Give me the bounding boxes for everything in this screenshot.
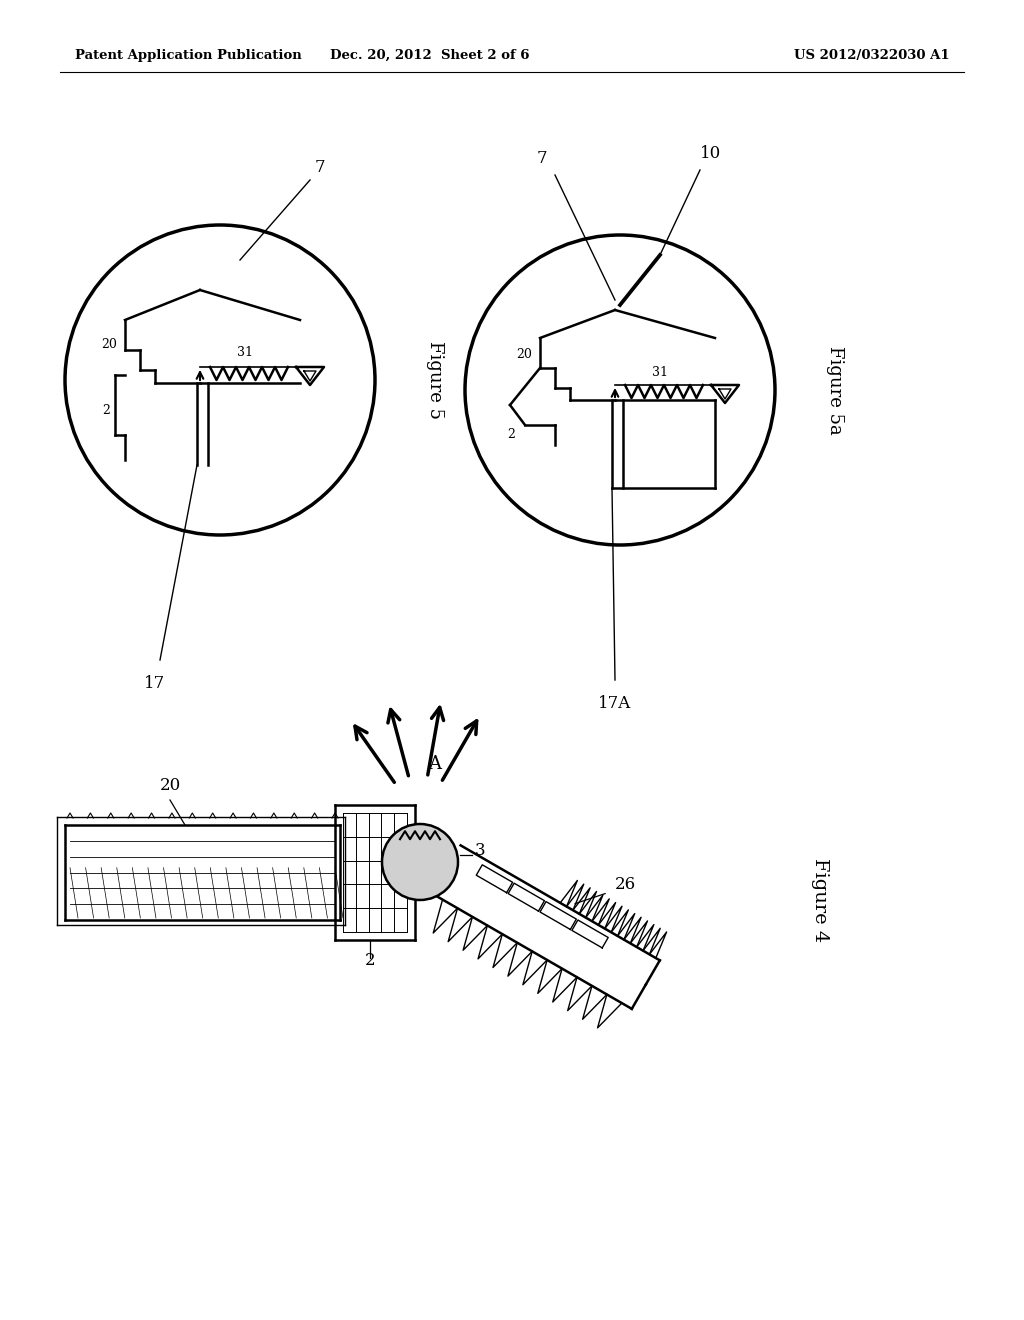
- Text: 20: 20: [160, 777, 180, 795]
- Circle shape: [465, 235, 775, 545]
- Text: Patent Application Publication: Patent Application Publication: [75, 49, 302, 62]
- Text: 2: 2: [507, 429, 515, 441]
- Text: 7: 7: [315, 160, 326, 177]
- Text: 17A: 17A: [598, 696, 632, 711]
- Text: 2: 2: [102, 404, 110, 417]
- Polygon shape: [296, 367, 324, 385]
- Text: 7: 7: [537, 150, 547, 168]
- Circle shape: [382, 824, 458, 900]
- Text: 10: 10: [700, 145, 721, 162]
- Text: 31: 31: [652, 366, 668, 379]
- Polygon shape: [711, 385, 739, 403]
- Text: 20: 20: [101, 338, 117, 351]
- Text: A: A: [428, 755, 441, 774]
- Text: Figure 5: Figure 5: [426, 341, 444, 418]
- Text: 2: 2: [365, 952, 376, 969]
- Text: 31: 31: [237, 346, 253, 359]
- Circle shape: [65, 224, 375, 535]
- Text: Figure 5a: Figure 5a: [826, 346, 844, 434]
- Text: 20: 20: [516, 348, 532, 362]
- Text: US 2012/0322030 A1: US 2012/0322030 A1: [795, 49, 950, 62]
- Text: 26: 26: [614, 875, 636, 892]
- Text: Figure 4: Figure 4: [811, 858, 829, 942]
- Text: Dec. 20, 2012  Sheet 2 of 6: Dec. 20, 2012 Sheet 2 of 6: [331, 49, 529, 62]
- Text: 17: 17: [144, 675, 166, 692]
- Text: 3: 3: [475, 842, 485, 859]
